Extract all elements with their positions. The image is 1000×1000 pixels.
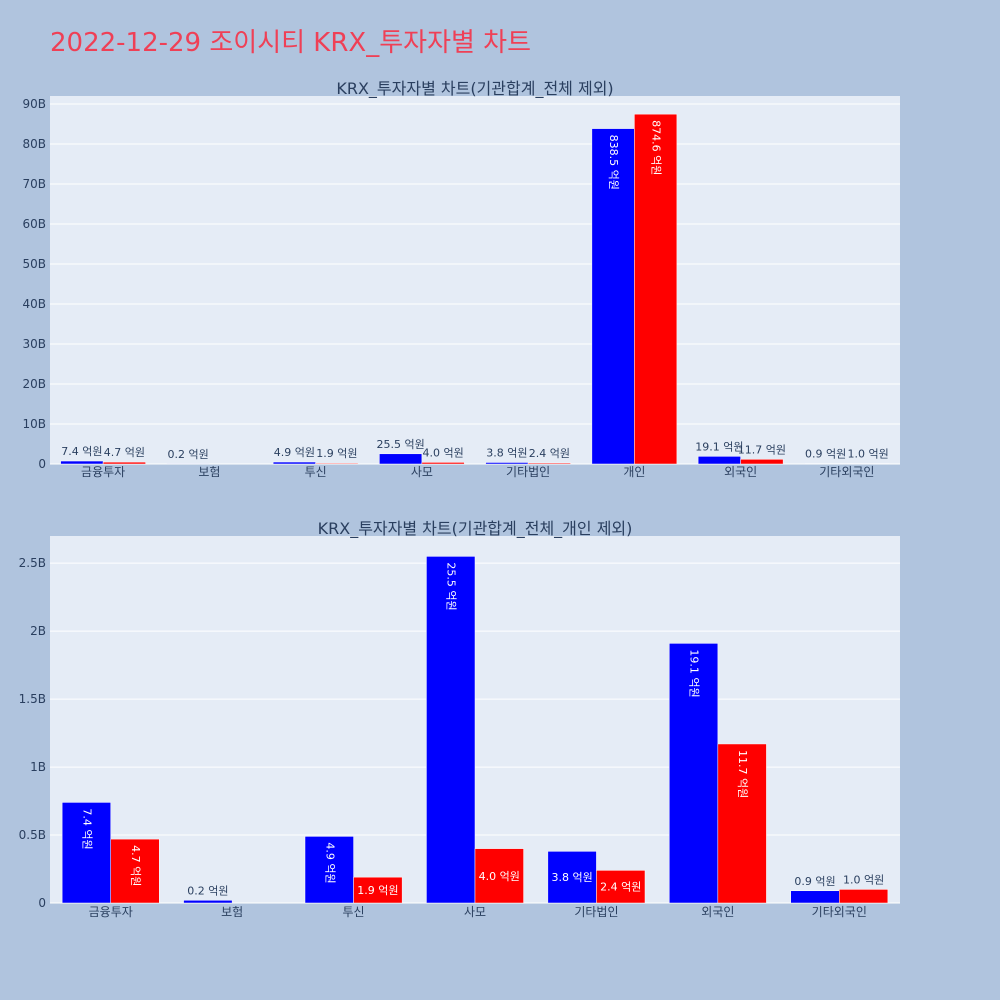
chart-bottom: KRX_투자자별 차트(기관합계_전체_개인 제외) 0 0.5B 1B 1.5B 2B 2…: [19, 519, 900, 919]
bar: [272, 461, 316, 465]
bar-label: 0.9 억원: [794, 875, 835, 888]
bar-label: 838.5 억원: [607, 135, 620, 190]
y-tick-label: 70B: [22, 177, 46, 191]
bar-label: 0.9 억원: [805, 448, 846, 461]
bar-label: 4.0 억원: [479, 870, 520, 883]
bar: [304, 836, 354, 904]
bar: [591, 128, 635, 465]
bar-label: 4.7 억원: [129, 845, 142, 886]
y-tick-label: 30B: [22, 337, 46, 351]
bar-label: 874.6 억원: [650, 120, 663, 175]
bar: [474, 848, 524, 904]
bar-label: 11.7 억원: [738, 443, 786, 456]
y-tick-label: 0: [38, 896, 46, 910]
y-tick-label: 50B: [22, 257, 46, 271]
bar-label: 3.8 억원: [552, 871, 593, 884]
y-tick-label: 1.5B: [19, 692, 46, 706]
y-tick-label: 40B: [22, 297, 46, 311]
bar: [485, 462, 529, 465]
x-tick-label: 사모: [464, 905, 486, 919]
bar-label: 2.4 억원: [600, 881, 641, 894]
bar: [426, 556, 476, 904]
bar-label: 25.5 억원: [445, 562, 458, 610]
x-tick-label: 외국인: [701, 905, 734, 919]
chart-title: KRX_투자자별 차트(기관합계_전체_개인 제외): [318, 519, 633, 539]
y-tick-label: 90B: [22, 97, 46, 111]
chart-top: KRX_투자자별 차트(기관합계_전체 제외) 0 10B 20B 30B 40B 50B 6…: [22, 79, 900, 479]
y-tick-label: 80B: [22, 137, 46, 151]
x-tick-label: 기타외국인: [812, 905, 867, 919]
bar-label: 19.1 억원: [695, 440, 743, 453]
bar-label: 7.4 억원: [80, 808, 93, 849]
x-tick-label: 기타외국인: [819, 465, 874, 479]
x-tick-label: 보험: [221, 905, 243, 919]
bar: [634, 113, 678, 465]
bar-label: 19.1 억원: [688, 649, 701, 697]
bar: [740, 459, 784, 465]
bar: [596, 870, 646, 904]
bar-label: 4.0 억원: [423, 446, 464, 459]
x-tick-label: 기타법인: [574, 905, 618, 919]
bar: [60, 460, 104, 465]
bar-label: 4.9 억원: [274, 446, 315, 459]
bar: [102, 461, 146, 465]
bar-label: 1.9 억원: [316, 447, 357, 460]
page-title: 2022-12-29 조이시티 KRX_투자자별 차트: [50, 28, 532, 58]
bar-label: 0.2 억원: [187, 884, 228, 897]
bar-label: 3.8 억원: [486, 446, 527, 459]
bar-label: 2.4 억원: [529, 447, 570, 460]
y-tick-label: 2.5B: [19, 556, 46, 570]
bar: [669, 643, 719, 904]
y-tick-label: 1B: [30, 760, 46, 774]
y-tick-label: 20B: [22, 377, 46, 391]
bar: [183, 900, 233, 904]
x-tick-label: 기타법인: [506, 465, 550, 479]
x-tick-label: 투신: [343, 905, 365, 919]
chart-title: KRX_투자자별 차트(기관합계_전체 제외): [336, 79, 613, 99]
bar: [697, 456, 741, 465]
y-tick-label: 0.5B: [19, 828, 46, 842]
x-tick-label: 사모: [411, 465, 433, 479]
bar: [61, 802, 111, 904]
y-tick-label: 60B: [22, 217, 46, 231]
bar-label: 1.0 억원: [848, 448, 889, 461]
bar-label: 25.5 억원: [377, 438, 425, 451]
bar-label: 1.9 억원: [357, 884, 398, 897]
x-tick-label: 개인: [623, 465, 645, 479]
bar: [790, 890, 840, 904]
bar: [315, 462, 359, 465]
x-tick-label: 금융투자: [81, 465, 125, 479]
bar-label: 1.0 억원: [843, 873, 884, 886]
bar: [353, 876, 403, 904]
bar-label: 4.9 억원: [323, 842, 336, 883]
bar: [379, 453, 423, 465]
x-tick-label: 보험: [198, 465, 220, 479]
bar: [110, 838, 160, 904]
bar: [527, 462, 571, 465]
y-tick-label: 10B: [22, 417, 46, 431]
bar-label: 0.2 억원: [168, 448, 209, 461]
x-tick-label: 투신: [305, 465, 327, 479]
bar: [839, 889, 889, 904]
y-tick-label: 0: [38, 457, 46, 471]
bar-label: 7.4 억원: [61, 445, 102, 458]
x-tick-label: 금융투자: [89, 905, 133, 919]
plot-area: [50, 96, 900, 464]
y-tick-label: 2B: [30, 624, 46, 638]
bar: [717, 743, 767, 904]
bar-label: 4.7 억원: [104, 446, 145, 459]
bar: [421, 462, 465, 465]
x-tick-label: 외국인: [724, 465, 757, 479]
bar-label: 11.7 억원: [736, 750, 749, 798]
